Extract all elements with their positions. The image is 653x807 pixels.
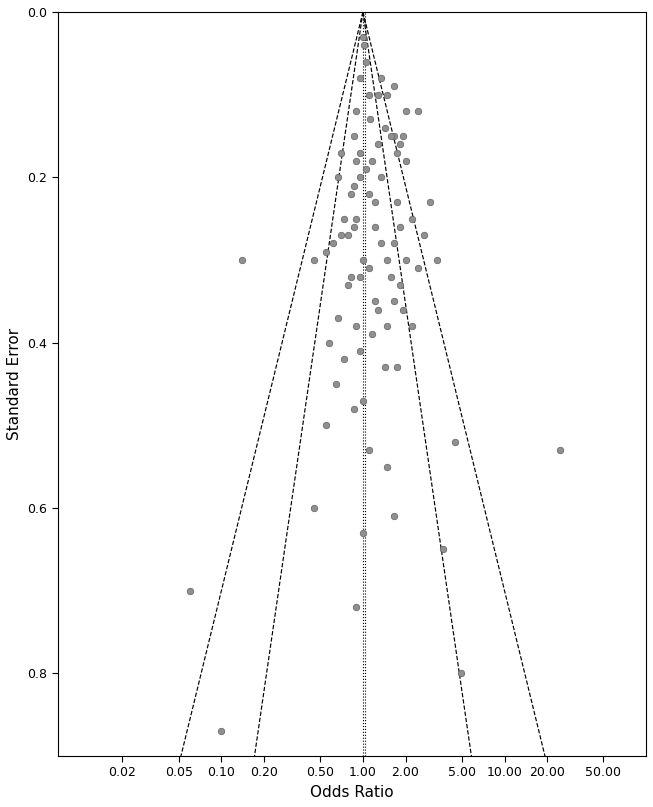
Point — [351, 600, 362, 613]
Point — [349, 129, 360, 142]
Point — [398, 129, 408, 142]
Point — [438, 543, 448, 556]
Point — [432, 253, 442, 266]
Point — [376, 72, 387, 85]
Point — [364, 187, 375, 200]
Point — [391, 361, 402, 374]
Point — [385, 270, 396, 283]
Point — [407, 320, 417, 332]
Point — [554, 444, 565, 457]
Point — [379, 361, 390, 374]
Point — [419, 228, 430, 241]
Point — [333, 171, 343, 184]
Point — [349, 179, 359, 192]
Point — [367, 154, 377, 167]
Point — [333, 312, 343, 324]
Point — [382, 320, 392, 332]
Point — [370, 220, 381, 233]
Point — [413, 261, 424, 274]
Point — [373, 303, 383, 316]
Point — [382, 253, 392, 266]
Point — [385, 129, 396, 142]
Point — [339, 353, 349, 366]
Point — [389, 510, 399, 523]
Point — [389, 237, 399, 250]
Point — [349, 220, 359, 233]
Point — [330, 378, 341, 391]
Point — [394, 138, 405, 151]
Point — [359, 39, 370, 52]
Point — [355, 72, 365, 85]
Point — [351, 212, 362, 225]
Point — [407, 212, 417, 225]
Point — [360, 55, 371, 68]
Point — [345, 270, 356, 283]
Point — [373, 88, 383, 101]
Point — [394, 220, 405, 233]
Point — [401, 253, 411, 266]
Point — [367, 328, 377, 341]
Point — [456, 667, 466, 679]
Point — [237, 253, 247, 266]
Point — [391, 146, 402, 159]
Point — [336, 146, 346, 159]
Point — [370, 195, 381, 208]
Point — [355, 171, 365, 184]
Point — [355, 345, 365, 358]
Point — [373, 138, 383, 151]
Point — [389, 80, 399, 93]
Point — [365, 113, 375, 126]
Point — [360, 162, 371, 175]
Point — [355, 270, 365, 283]
Point — [351, 320, 362, 332]
Point — [349, 403, 359, 416]
Point — [342, 228, 353, 241]
Point — [358, 31, 368, 44]
Point — [325, 337, 335, 349]
Point — [358, 394, 368, 407]
Point — [398, 303, 408, 316]
Point — [309, 253, 319, 266]
Point — [382, 88, 392, 101]
Point — [401, 105, 411, 118]
Point — [401, 154, 411, 167]
X-axis label: Odds Ratio: Odds Ratio — [310, 785, 394, 800]
Point — [345, 187, 356, 200]
Point — [376, 237, 387, 250]
Point — [351, 154, 362, 167]
Point — [327, 237, 338, 250]
Y-axis label: Standard Error: Standard Error — [7, 328, 22, 440]
Point — [358, 253, 368, 266]
Point — [358, 526, 368, 539]
Point — [376, 171, 387, 184]
Point — [364, 444, 375, 457]
Point — [342, 278, 353, 291]
Point — [309, 502, 319, 515]
Point — [391, 195, 402, 208]
Point — [364, 88, 374, 101]
Point — [370, 295, 381, 307]
Point — [389, 295, 399, 307]
Point — [413, 105, 424, 118]
Point — [339, 212, 349, 225]
Point — [321, 419, 332, 432]
Point — [450, 436, 460, 449]
Point — [185, 584, 195, 597]
Point — [379, 121, 390, 134]
Point — [394, 278, 405, 291]
Point — [216, 725, 227, 738]
Point — [321, 245, 332, 258]
Point — [425, 195, 436, 208]
Point — [351, 105, 362, 118]
Point — [382, 460, 392, 473]
Point — [364, 261, 375, 274]
Point — [336, 228, 346, 241]
Point — [389, 129, 399, 142]
Point — [355, 146, 365, 159]
